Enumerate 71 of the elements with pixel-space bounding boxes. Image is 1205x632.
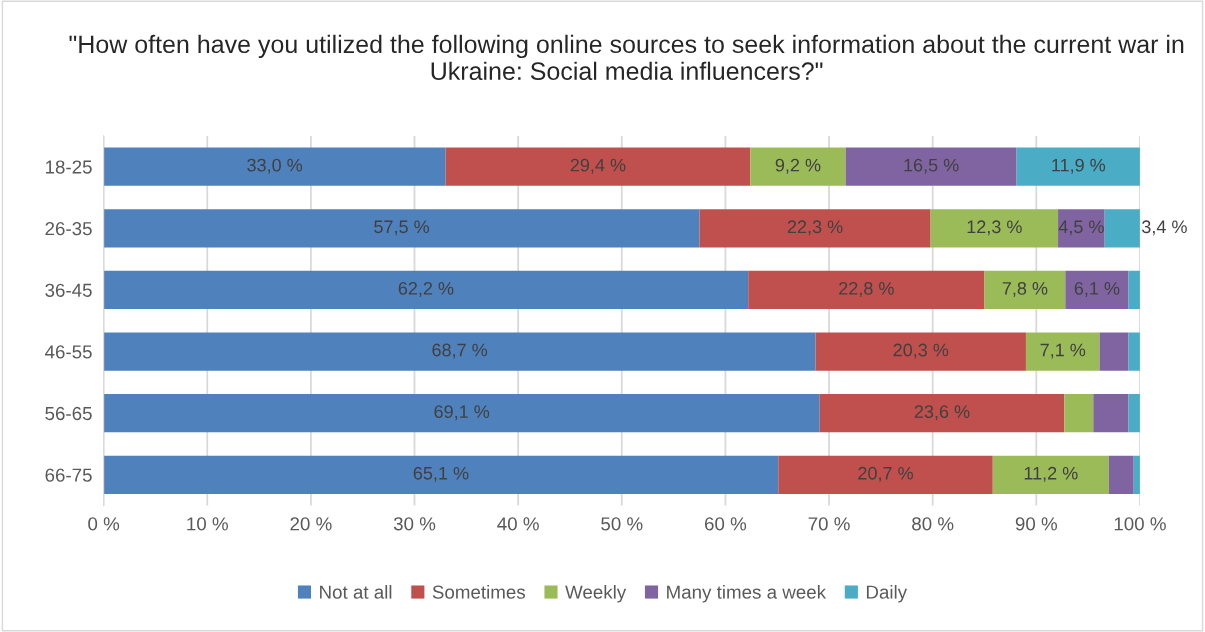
bar [1058,209,1105,248]
data-label: 69,1 % [434,405,490,421]
data-label: 12,3 % [967,220,1022,236]
legend-label: Sometimes [432,585,526,599]
data-label: 11,9 % [1052,158,1106,174]
bar [1099,332,1129,371]
legend-label: Many times a week [667,585,827,603]
bar [699,209,931,248]
bar [103,147,446,186]
bar [984,270,1066,310]
x-tick-label: 10 % [187,517,228,531]
data-label: 16,5 % [904,158,959,174]
data-label: 62,2 % [398,281,454,297]
data-label: 68,7 % [432,343,488,359]
legend-label: Daily [866,585,908,603]
bar [845,147,1017,186]
legend-label: Weekly [565,585,627,603]
bar [103,332,816,371]
x-tick-label: 50 % [601,517,643,531]
y-tick-label: 46-55 [45,345,92,359]
y-tick-label: 66-75 [45,468,92,482]
x-tick-label: 60 % [704,517,747,531]
x-tick-label: 70 % [808,517,850,531]
bar [103,209,700,248]
data-label: 23,6 % [914,405,970,421]
data-label: 6,1 % [1074,281,1120,297]
bar [992,455,1109,494]
x-tick-label: 100 % [1114,517,1166,531]
data-label: 33,0 % [247,158,303,174]
bar [1064,394,1094,433]
x-tick-label: 90 % [1015,517,1057,531]
bar [1025,332,1100,371]
y-tick-label: 18-25 [46,160,92,174]
data-label: 3,4 % [1142,220,1187,236]
bar [819,394,1065,433]
chart-title: "How often have you utilized the following online sources to seek information about the current war in Ukraine: Social media influencers?" [69,34,1184,81]
x-tick-label: 20 % [290,517,332,531]
bar [103,455,779,494]
y-tick-label: 26-35 [45,222,92,236]
bar [103,270,749,310]
bar [1065,270,1129,310]
bar [748,270,985,310]
data-label: 22,8 % [839,281,894,297]
legend-label: Not at all [320,585,392,599]
bar [1016,147,1140,186]
data-label: 20,7 % [858,466,913,482]
data-label: 22,3 % [787,220,843,236]
data-label: 65,1 % [413,466,469,482]
bar [1104,209,1140,248]
y-tick-label: 36-45 [45,283,92,297]
x-tick-label: 80 % [912,517,954,531]
bar [750,147,846,186]
y-tick-label: 56-65 [45,406,92,421]
bar [1093,394,1129,433]
data-label: 9,2 % [775,158,821,174]
bar [1108,455,1134,494]
data-label: 7,1 % [1040,343,1086,359]
data-label: 57,5 % [374,220,430,236]
data-label: 20,3 % [893,343,949,359]
bar [815,332,1026,371]
bar [103,394,820,433]
bar [930,209,1059,248]
data-label: 29,4 % [570,158,626,174]
bar [445,147,751,186]
data-label: 4,5 % [1058,220,1104,236]
x-tick-label: 40 % [497,517,539,531]
x-tick-label: 0 % [88,517,120,531]
data-label: 7,8 % [1002,281,1048,297]
x-tick-label: 30 % [393,517,436,531]
bar [778,455,993,494]
data-label: 11,2 % [1024,466,1078,482]
